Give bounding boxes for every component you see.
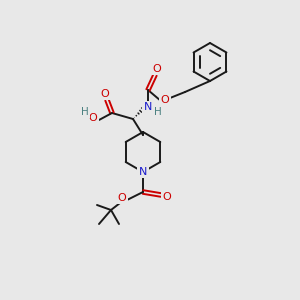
Text: O: O — [163, 192, 171, 202]
Text: H: H — [81, 107, 89, 117]
Text: O: O — [153, 64, 161, 74]
Text: H: H — [154, 107, 162, 117]
Text: N: N — [144, 102, 152, 112]
Text: O: O — [88, 113, 98, 123]
Text: O: O — [160, 95, 169, 105]
Text: O: O — [100, 89, 109, 99]
Text: N: N — [139, 167, 147, 177]
Text: O: O — [118, 193, 126, 203]
